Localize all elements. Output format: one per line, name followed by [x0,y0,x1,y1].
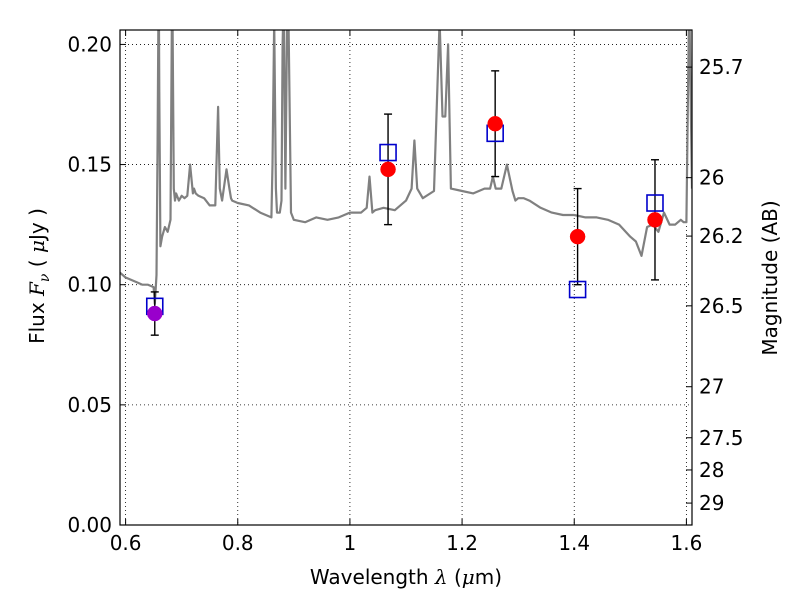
y-tick-label: 0.20 [67,32,112,56]
y2-tick-label: 26.5 [699,294,744,318]
observed-point [487,115,503,132]
x-tick-label: 0.8 [222,531,254,555]
data-points [145,70,664,336]
y2-tick-label: 29 [699,491,724,515]
right-axis-label: Magnitude (AB) [758,200,782,355]
y2-tick-label: 25.7 [699,55,744,79]
y-axis-label: Flux Fν ( μJy ) [25,208,53,344]
x-tick-label: 1.4 [558,531,590,555]
model-square [379,143,397,162]
y2-tick-label: 27 [699,375,724,399]
axis-ticks: 0.6 0.8 1 1.2 1.4 1.6 0.00 0.05 0.10 0.15 0.20 25.7… [67,30,744,555]
observed-point [147,305,163,322]
observed-point [647,212,663,228]
y2-tick-label: 26.2 [699,224,744,248]
y2-tick-label: 27.5 [699,426,744,450]
observed-point [380,161,396,178]
spectrum-series [120,30,692,305]
grid [120,30,692,526]
model-square [568,280,587,299]
y-tick-label: 0.10 [67,273,112,297]
plot-frame [119,29,693,526]
x-axis-label: Wavelength λ (μm) [310,565,502,589]
y2-tick-label: 28 [699,458,724,482]
observed-point [569,228,586,245]
x-tick-label: 1.6 [670,531,702,555]
y-tick-label: 0.05 [67,393,112,417]
x-tick-label: 1 [344,531,357,555]
y2-tick-label: 26 [699,166,724,190]
y-tick-label: 0.00 [67,513,112,537]
spectrum-line [120,30,692,305]
y-tick-label: 0.15 [67,153,112,177]
x-tick-label: 0.6 [110,531,142,555]
x-tick-label: 1.2 [446,531,478,555]
model-square [646,194,664,212]
